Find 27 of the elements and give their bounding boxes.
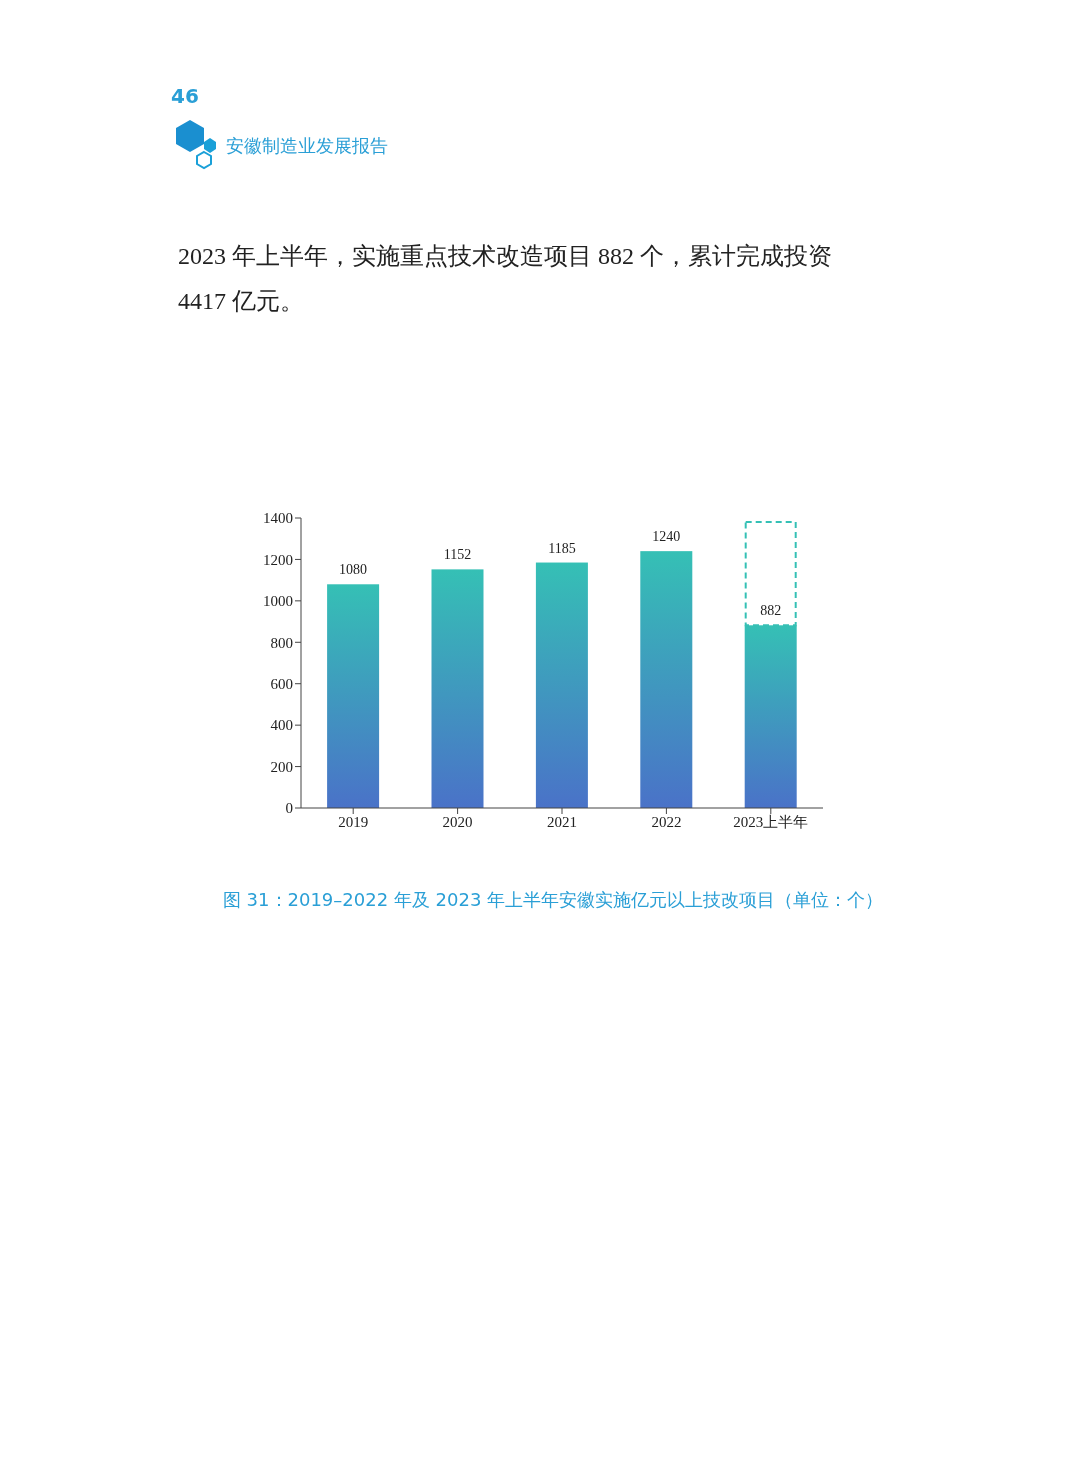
y-tick-label: 1200: [263, 551, 293, 568]
bar: [535, 562, 588, 808]
x-tick-label: 2023上半年: [733, 813, 809, 830]
bar: [431, 569, 484, 808]
x-tick-label: 2020: [442, 813, 473, 830]
bar: [744, 625, 797, 808]
text: 安徽制造业发展报告: [226, 134, 388, 158]
x-tick-label: 2022: [651, 813, 682, 830]
text: 2023 年上半年，实施重点技术改造项目 882 个，累计完成投资 4417 亿元。: [178, 242, 833, 316]
y-tick-label: 1000: [263, 593, 293, 610]
bar: [640, 551, 693, 808]
x-tick-label: 2019: [338, 813, 369, 830]
y-tick-label: 400: [270, 717, 293, 734]
data-label: 1240: [652, 529, 681, 545]
text: 46: [171, 84, 199, 108]
y-tick-label: 1400: [263, 510, 293, 527]
y-tick-label: 200: [270, 758, 293, 775]
bar: [327, 584, 380, 808]
text: 图 31：2019–2022 年及 2023 年上半年安徽实施亿元以上技改项目（单位：个）: [221, 888, 885, 912]
x-tick-label: 2021: [547, 813, 577, 830]
data-label: 1152: [443, 547, 472, 563]
data-label: 1185: [548, 540, 576, 556]
data-label: 1080: [339, 562, 368, 578]
y-tick-label: 800: [270, 634, 293, 651]
y-tick-label: 600: [270, 676, 293, 693]
y-tick-label: 0: [285, 800, 293, 817]
data-label: 882: [760, 603, 782, 619]
